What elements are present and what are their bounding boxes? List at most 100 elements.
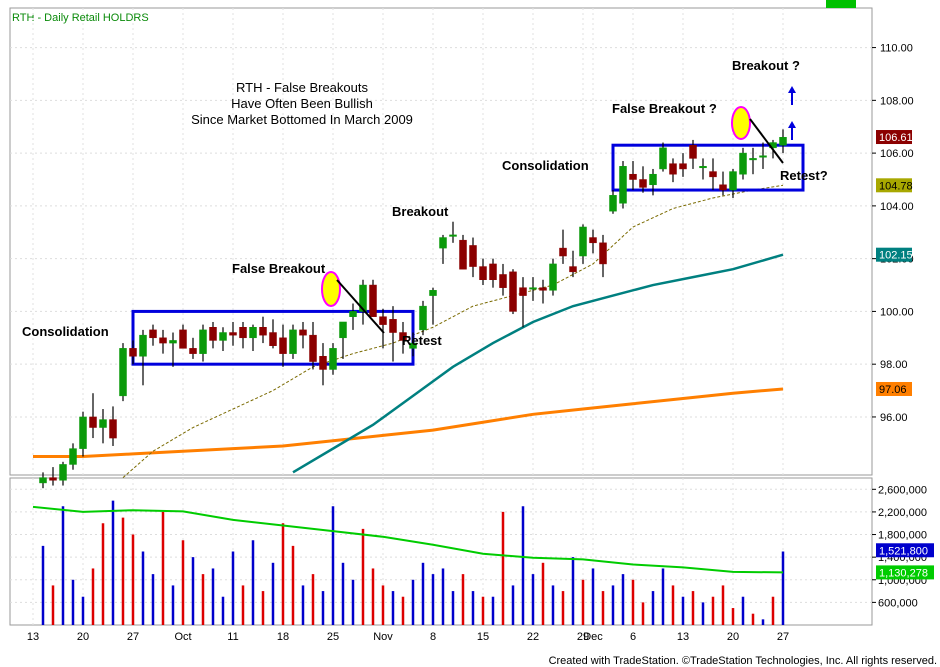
candle-down (89, 416, 97, 428)
candle-up (199, 329, 207, 354)
candle-up (99, 419, 107, 428)
retest-line-2 (749, 118, 784, 164)
candle-down (569, 266, 577, 273)
date-tick-label: 6 (630, 631, 636, 643)
value-tag (876, 130, 912, 145)
false-breakout-highlight-2 (731, 106, 751, 140)
candle-up (749, 158, 757, 161)
date-tick-label: Oct (174, 631, 191, 643)
price-tick-label: 104.00 (880, 201, 914, 213)
candle-down (189, 348, 197, 354)
breakout-label-2: Breakout ? (732, 58, 800, 73)
date-tick-label: Nov (373, 631, 393, 643)
status-indicator (826, 0, 856, 8)
false-breakout-label-2: False Breakout ? (612, 101, 717, 116)
candle-down (319, 356, 327, 370)
candle-up (419, 305, 427, 331)
candle-down (299, 329, 307, 336)
price-tick-label: 96.00 (880, 412, 908, 424)
candle-down (229, 332, 237, 336)
grid-layer (10, 8, 872, 625)
price-tick-label: 98.00 (880, 359, 908, 371)
date-tick-label: 27 (127, 631, 139, 643)
candle-down (369, 284, 377, 317)
value-tag (876, 381, 912, 396)
candle-down (159, 337, 167, 344)
candle-down (209, 326, 217, 341)
date-tick-label: 20 (727, 631, 739, 643)
candle-up (779, 137, 787, 146)
title-line-3: Since Market Bottomed In March 2009 (191, 112, 413, 127)
price-panel-frame (9, 7, 873, 476)
candle-down (469, 245, 477, 267)
candle-up (69, 448, 77, 465)
candle-up (59, 464, 67, 481)
candle-down (599, 242, 607, 265)
value-tag-label: 106.61 (879, 132, 913, 144)
credit-text: Created with TradeStation. ©TradeStation… (549, 655, 937, 667)
candle-up (429, 290, 437, 296)
candle-down (179, 329, 187, 349)
value-tag (876, 178, 912, 193)
candle-down (689, 144, 697, 159)
candle-down (379, 316, 387, 325)
candle-down (519, 287, 527, 296)
up-arrow-icon (788, 121, 796, 140)
candle-down (109, 419, 117, 439)
candle-up (119, 348, 127, 397)
candle-up (329, 348, 337, 370)
candle-up (349, 311, 357, 317)
false-breakout-highlight-1 (321, 271, 341, 307)
candle-down (489, 263, 497, 281)
candles (39, 129, 787, 489)
candle-up (339, 321, 347, 339)
date-tick-label: 18 (277, 631, 289, 643)
up-arrow-icon (788, 86, 796, 105)
volume-tick-label: 600,000 (878, 597, 918, 609)
candle-down (259, 326, 267, 336)
price-tick-label: 110.00 (880, 43, 913, 55)
date-tick-label: 13 (27, 631, 39, 643)
moving-average-long (33, 387, 784, 459)
candle-up (699, 166, 707, 169)
candle-down (149, 329, 157, 339)
candle-up (579, 226, 587, 257)
candle-up (39, 477, 47, 484)
title-line-1: RTH - False Breakouts (236, 80, 368, 95)
candle-down (719, 184, 727, 191)
moving-average-mid (292, 253, 784, 474)
candle-up (139, 334, 147, 357)
axes: 110.00108.00106.00104.00102.00100.0098.0… (27, 43, 934, 643)
date-tick-label: 25 (327, 631, 339, 643)
candle-down (459, 239, 467, 270)
breakout-label-1: Breakout (392, 204, 449, 219)
volume-tick-label: 1,800,000 (878, 530, 927, 542)
candle-down (679, 163, 687, 170)
candle-down (269, 332, 277, 346)
candle-down (389, 319, 397, 333)
candle-up (619, 166, 627, 204)
value-tag-label: 104.78 (879, 180, 913, 192)
candle-up (449, 234, 457, 237)
candle-down (709, 171, 717, 178)
date-tick-label: 11 (227, 631, 238, 643)
volume-bars (32, 500, 785, 625)
candle-down (539, 287, 547, 291)
date-tick-label: 13 (677, 631, 689, 643)
value-tag-label: 102.15 (879, 250, 913, 262)
retest-label-2: Retest? (780, 168, 828, 183)
candle-up (729, 171, 737, 191)
retest-line-1 (336, 279, 385, 334)
moving-averages (33, 184, 784, 479)
candle-up (759, 155, 767, 158)
candle-up (169, 340, 177, 344)
volume-tick-label: 2,200,000 (878, 507, 927, 519)
consolidation-box (611, 143, 805, 192)
volume-panel-frame (9, 477, 873, 626)
candle-down (279, 337, 287, 354)
candle-down (639, 179, 647, 188)
chart-header-label: RTH - Daily Retail HOLDRS (12, 12, 149, 24)
price-tick-label: 100.00 (880, 306, 914, 318)
date-tick-label: 27 (777, 631, 789, 643)
